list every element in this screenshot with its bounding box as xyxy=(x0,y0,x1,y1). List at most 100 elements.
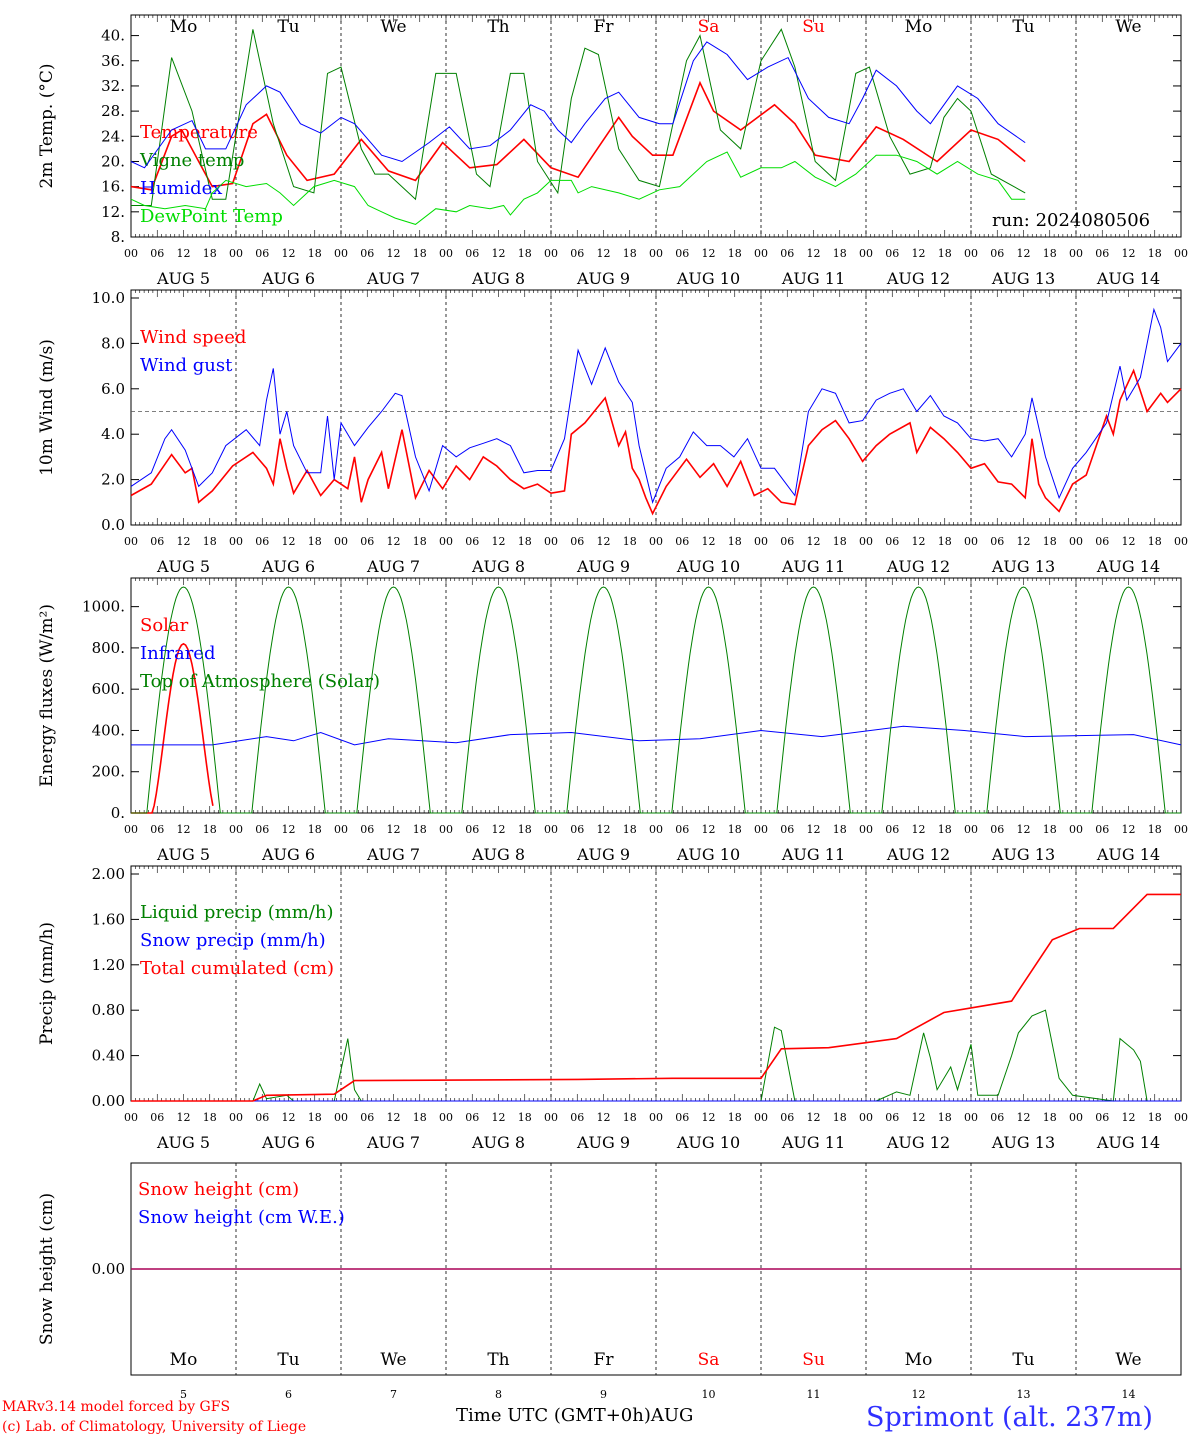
hour-tick-label: 18 xyxy=(833,823,847,836)
date-label: AUG 12 xyxy=(886,557,950,576)
hour-tick-label: 00 xyxy=(754,535,768,548)
hour-tick-label: 18 xyxy=(833,1111,847,1124)
hour-tick-label: 00 xyxy=(1069,823,1083,836)
hour-tick-label: 00 xyxy=(544,823,558,836)
y-tick-label: 400. xyxy=(92,721,125,739)
y-tick-label: 0.40 xyxy=(92,1047,125,1065)
hour-tick-label: 18 xyxy=(203,535,217,548)
hour-tick-label: 18 xyxy=(308,247,322,260)
hour-tick-label: 12 xyxy=(912,823,926,836)
date-label: AUG 5 xyxy=(156,557,210,576)
series-line-dewpoint-temp xyxy=(130,151,1026,225)
hour-tick-label: 06 xyxy=(570,1111,584,1124)
date-label: AUG 11 xyxy=(781,845,845,864)
hour-tick-label: 00 xyxy=(964,535,978,548)
date-label: AUG 14 xyxy=(1096,269,1160,288)
hour-tick-label: 00 xyxy=(124,535,138,548)
hour-tick-label: 12 xyxy=(912,1111,926,1124)
hour-tick-label: 00 xyxy=(229,1111,243,1124)
hour-tick-label: 18 xyxy=(308,535,322,548)
day-name: We xyxy=(380,17,406,37)
hour-tick-label: 06 xyxy=(990,247,1004,260)
bottom-date-label: 11 xyxy=(807,1388,821,1401)
legend-entry: Top of Atmosphere (Solar) xyxy=(140,671,380,692)
hour-tick-label: 00 xyxy=(439,823,453,836)
date-label: AUG 7 xyxy=(366,1133,420,1152)
hour-tick-label: 18 xyxy=(203,823,217,836)
legend-entry: Snow precip (mm/h) xyxy=(140,930,326,951)
date-label: AUG 10 xyxy=(676,269,740,288)
hour-tick-label: 18 xyxy=(623,823,637,836)
hour-tick-label: 18 xyxy=(1148,247,1162,260)
date-label: AUG 8 xyxy=(471,845,525,864)
y-tick-label: 16. xyxy=(101,178,125,196)
y-tick-label: 28. xyxy=(101,102,125,120)
hour-tick-label: 06 xyxy=(780,535,794,548)
hour-tick-label: 06 xyxy=(675,247,689,260)
hour-tick-label: 18 xyxy=(833,535,847,548)
panel-1: 8. 12. 16. 20. 24. 28. 32. 36. 40. 2m Temp. (°C) 0… xyxy=(37,14,1188,288)
run-label: run: 2024080506 xyxy=(992,210,1151,231)
series-line-humidex xyxy=(130,41,1026,169)
date-label: AUG 11 xyxy=(781,557,845,576)
credit-line-1: MARv3.14 model forced by GFS xyxy=(2,1399,231,1415)
legend-entry: Total cumulated (cm) xyxy=(140,958,334,979)
hour-tick-label: 12 xyxy=(807,823,821,836)
hour-tick-label: 12 xyxy=(1017,247,1031,260)
hour-tick-label: 12 xyxy=(177,823,191,836)
date-label: AUG 5 xyxy=(156,845,210,864)
hour-tick-label: 18 xyxy=(833,247,847,260)
hour-tick-label: 00 xyxy=(1174,1111,1188,1124)
hour-tick-label: 18 xyxy=(1148,1111,1162,1124)
y-tick-label: 0.0 xyxy=(101,516,125,534)
hour-tick-label: 06 xyxy=(1095,823,1109,836)
date-label: AUG 14 xyxy=(1096,557,1160,576)
hour-tick-label: 00 xyxy=(544,247,558,260)
day-name: We xyxy=(380,1350,406,1370)
hour-tick-label: 18 xyxy=(728,535,742,548)
date-label: AUG 9 xyxy=(576,557,630,576)
hour-tick-label: 12 xyxy=(1122,1111,1136,1124)
bottom-date-label: 5 xyxy=(180,1388,187,1401)
hour-tick-label: 00 xyxy=(229,823,243,836)
y-axis-label: Snow height (cm) xyxy=(37,1193,57,1345)
bottom-date-label: 8 xyxy=(495,1388,502,1401)
hour-tick-label: 00 xyxy=(439,1111,453,1124)
y-tick-label: 20. xyxy=(101,152,125,170)
hour-tick-label: 06 xyxy=(360,823,374,836)
hour-tick-label: 18 xyxy=(728,247,742,260)
hour-tick-label: 12 xyxy=(912,535,926,548)
hour-tick-label: 00 xyxy=(964,1111,978,1124)
legend-entry: Snow height (cm W.E.) xyxy=(138,1207,345,1228)
date-label: AUG 11 xyxy=(781,1133,845,1152)
hour-tick-label: 06 xyxy=(255,1111,269,1124)
date-label: AUG 13 xyxy=(991,557,1055,576)
hour-tick-label: 06 xyxy=(885,535,899,548)
day-name: Fr xyxy=(594,17,615,37)
legend-entry: Liquid precip (mm/h) xyxy=(140,902,334,923)
hour-tick-label: 00 xyxy=(754,1111,768,1124)
hour-tick-label: 06 xyxy=(885,247,899,260)
hour-tick-label: 06 xyxy=(150,1111,164,1124)
day-name: Sa xyxy=(698,1350,720,1370)
hour-tick-label: 06 xyxy=(150,823,164,836)
hour-tick-label: 18 xyxy=(413,247,427,260)
bottom-date-label: 13 xyxy=(1017,1388,1031,1401)
hour-tick-label: 06 xyxy=(990,1111,1004,1124)
hour-tick-label: 18 xyxy=(1043,535,1057,548)
hour-tick-label: 12 xyxy=(177,535,191,548)
y-tick-label: 2.0 xyxy=(101,471,125,489)
hour-tick-label: 00 xyxy=(334,823,348,836)
hour-tick-label: 18 xyxy=(938,1111,952,1124)
date-label: AUG 7 xyxy=(366,557,420,576)
hour-tick-label: 18 xyxy=(623,247,637,260)
xaxis-month: AUG xyxy=(650,1405,694,1426)
date-label: AUG 10 xyxy=(676,1133,740,1152)
date-label: AUG 6 xyxy=(261,557,315,576)
legend-entry: Wind gust xyxy=(140,355,233,376)
y-axis-label: Precip (mm/h) xyxy=(37,922,57,1045)
hour-tick-label: 18 xyxy=(728,823,742,836)
date-label: AUG 5 xyxy=(156,1133,210,1152)
hour-tick-label: 12 xyxy=(597,247,611,260)
